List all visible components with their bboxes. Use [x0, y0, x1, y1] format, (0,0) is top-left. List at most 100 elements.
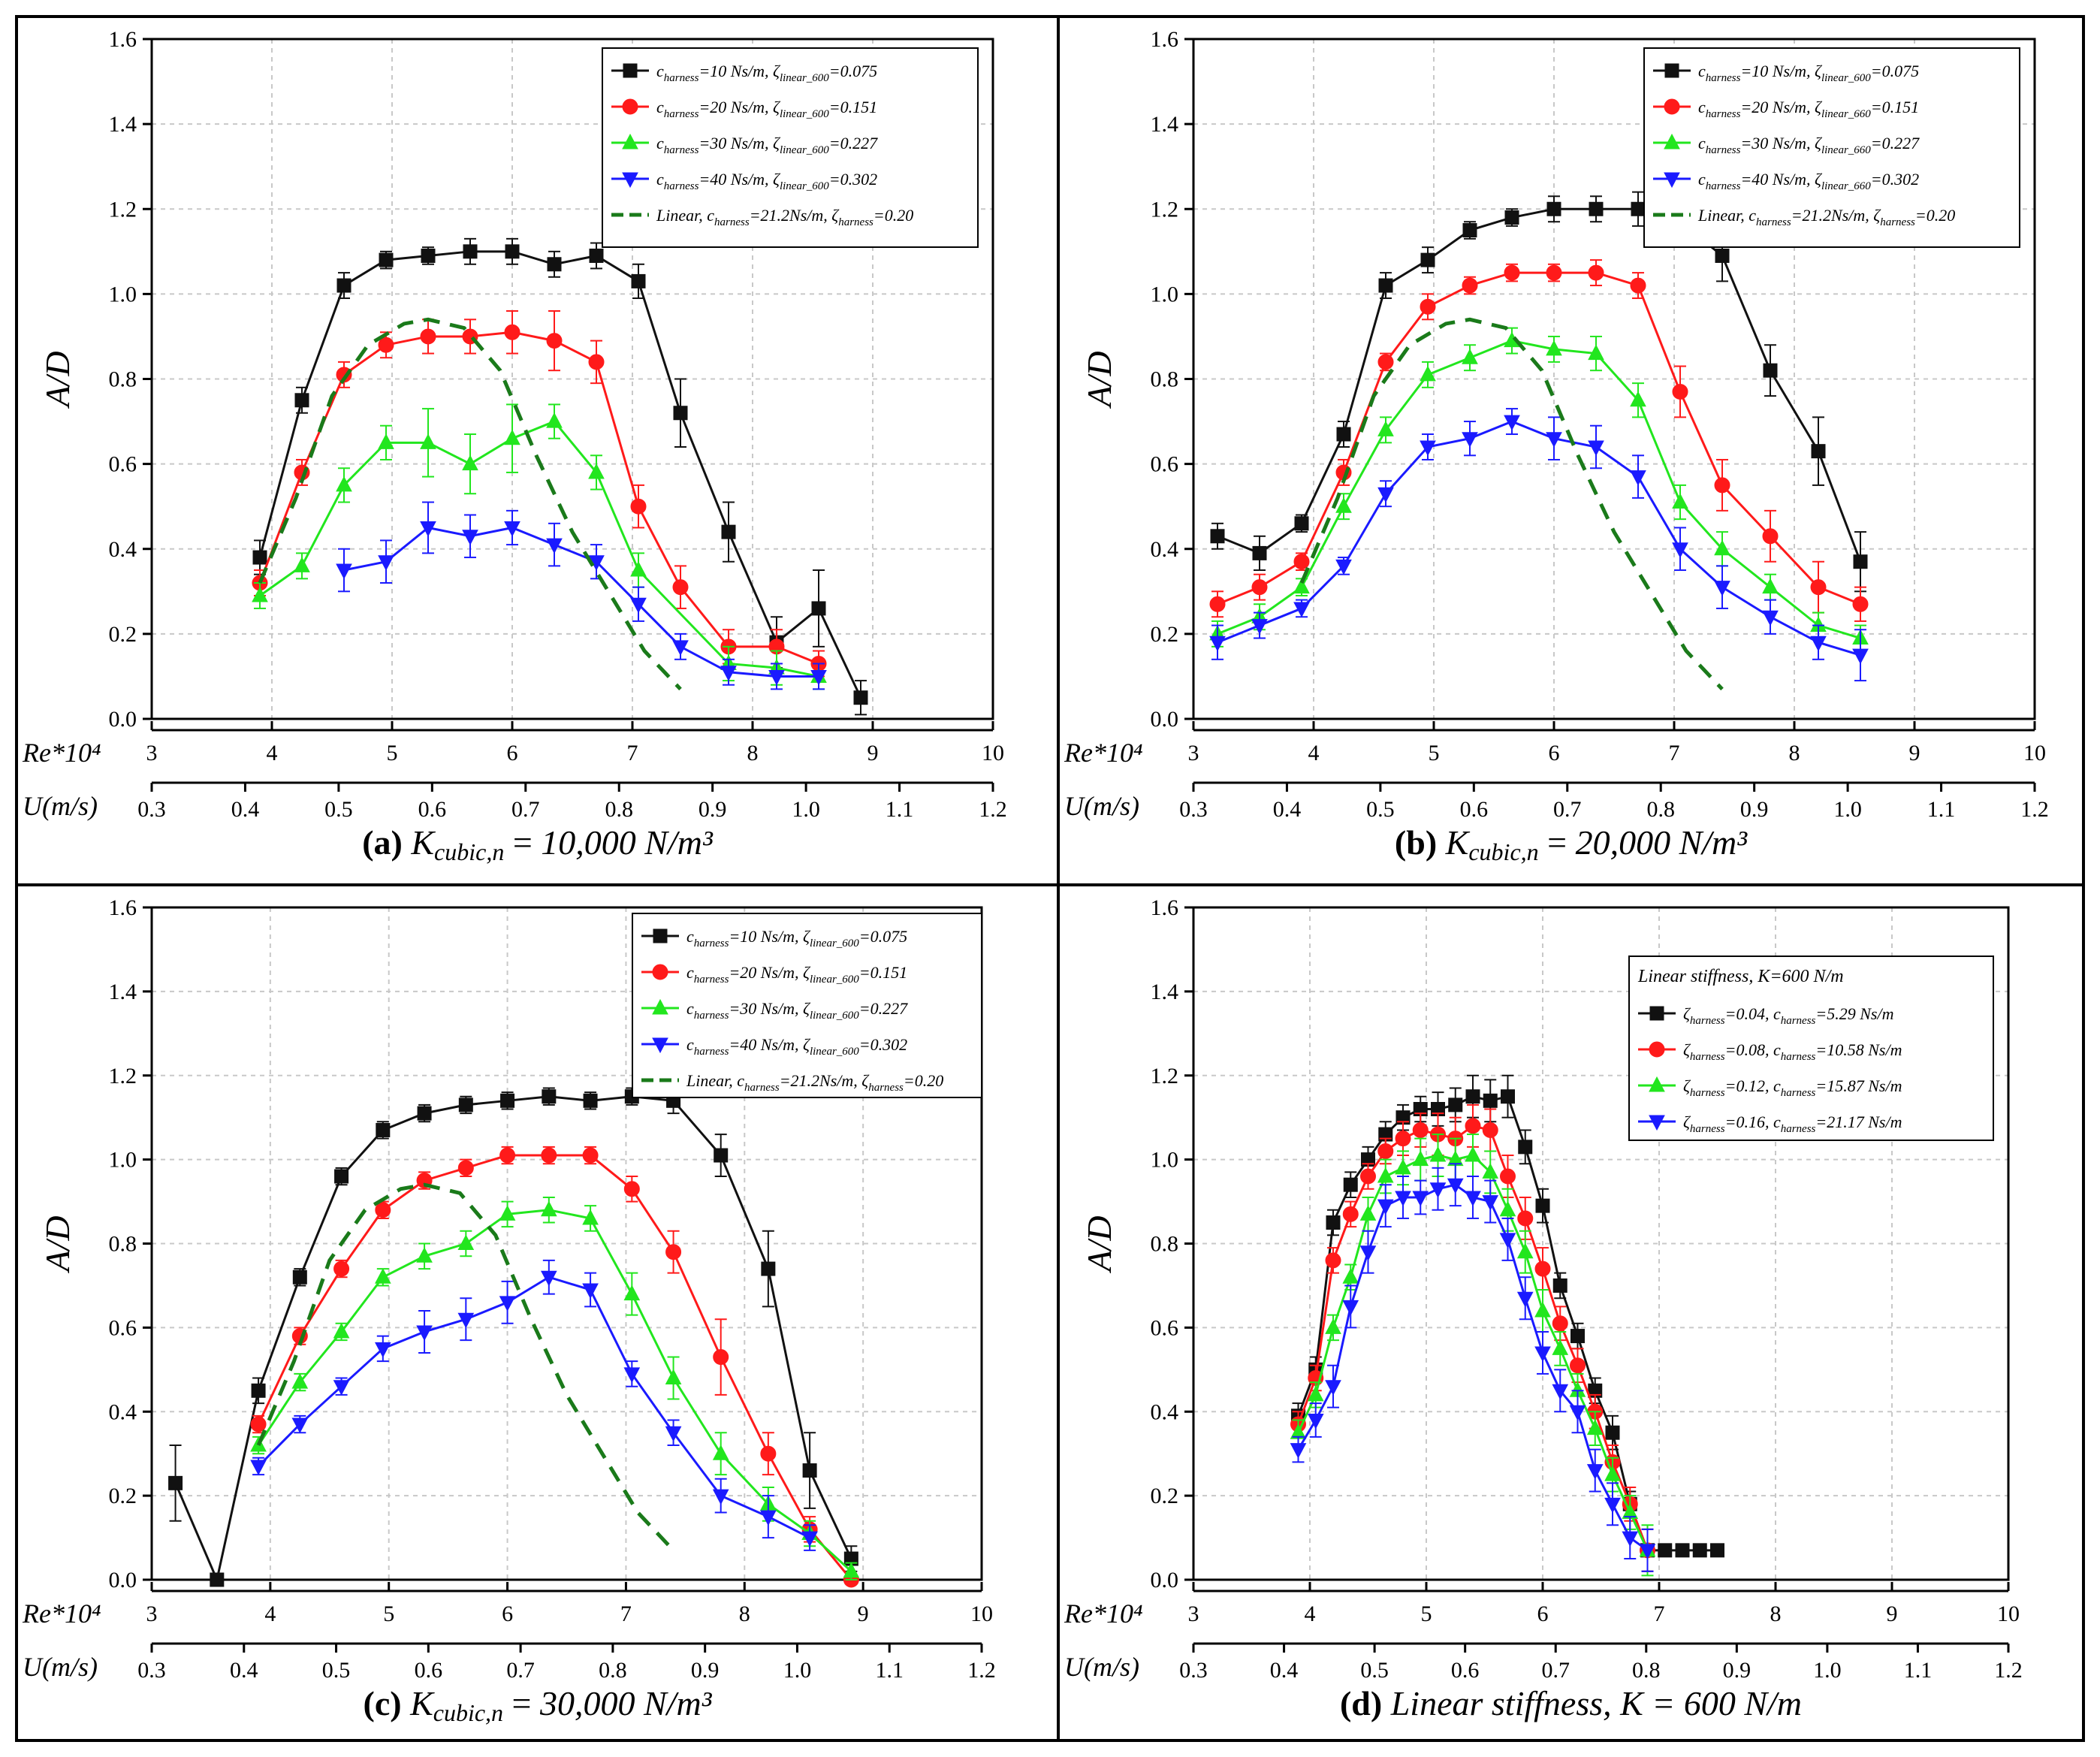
data-point — [250, 1460, 267, 1476]
legend-text-part: , — [1806, 98, 1811, 116]
data-point — [1631, 201, 1646, 216]
legend-text-part: Ns/m — [760, 963, 795, 982]
data-point — [1325, 1252, 1341, 1269]
data-point — [504, 521, 520, 537]
data-point — [623, 1367, 641, 1383]
legend-text-subscript: linear_600 — [780, 108, 829, 120]
u-tick-label: 1.2 — [2020, 797, 2049, 822]
data-point — [420, 521, 436, 537]
re-tick-label: 6 — [1549, 741, 1560, 765]
caption-value: 30,000 N/m³ — [539, 1684, 713, 1722]
data-point — [336, 563, 352, 580]
legend-text-part: 15.87 — [1827, 1076, 1865, 1095]
caption-value: 20,000 N/m³ — [1576, 823, 1748, 862]
legend-text-part: = — [1740, 134, 1752, 152]
data-point — [1395, 1131, 1411, 1147]
legend-text-part: = — [698, 134, 710, 152]
data-point — [1412, 1122, 1429, 1138]
series-line — [258, 250, 862, 699]
u-tick-label: 0.3 — [137, 797, 166, 822]
data-point — [378, 555, 394, 571]
data-point — [336, 278, 352, 293]
data-point — [1325, 1380, 1341, 1396]
data-point — [665, 1244, 682, 1260]
y-tick-label: 0.0 — [109, 707, 137, 732]
legend-text-base: c — [686, 999, 694, 1018]
legend-text-base: c — [686, 927, 694, 946]
legend-text-part: = — [904, 1071, 915, 1090]
re-axis-title: Re*10⁴ — [1064, 738, 1142, 768]
data-point — [760, 1445, 777, 1462]
legend-swatch-marker — [1664, 172, 1680, 189]
panel-caption: (c) Kcubic,n = 30,000 N/m³ — [364, 1684, 713, 1726]
data-point — [1852, 648, 1869, 665]
legend-text-base: c — [656, 98, 664, 116]
data-point — [1630, 470, 1646, 486]
data-point — [1672, 493, 1688, 509]
data-point — [416, 1325, 433, 1342]
data-point — [1325, 1318, 1341, 1334]
legend-text-part: 0.16 — [1736, 1112, 1765, 1131]
series-line — [258, 1275, 810, 1539]
legend-text-part: Ns/m — [1772, 62, 1806, 80]
data-point — [375, 1202, 391, 1218]
series-line — [1217, 271, 1861, 605]
y-tick-label: 0.6 — [109, 452, 137, 477]
chart-panel-d: 0.0 0.2 0.4 0.6 0.8 1.0 1.2 1.4 1.6 3 4 5 6 7 8 9 10 Re*1… — [1064, 895, 2023, 1722]
legend-entry-2: charness​=20 Ns/m, ζlinear_600​=0.151 — [686, 963, 907, 986]
legend-text-part: 0.227 — [870, 999, 909, 1018]
legend-text-part: = — [698, 62, 710, 80]
legend-text-base: c — [1773, 1004, 1781, 1023]
legend-text-part: = — [1725, 1004, 1736, 1023]
legend-entry-5: Linear, charness​=21.2Ns/m, ζharness​=0.… — [686, 1071, 943, 1094]
series-5 — [1299, 317, 1724, 691]
data-point — [630, 498, 647, 515]
legend-text-base: c — [737, 1071, 744, 1090]
legend-text-part: 40 — [740, 1035, 756, 1054]
y-tick-label: 1.0 — [1151, 1148, 1179, 1173]
data-point — [712, 1445, 729, 1460]
legend-text-part: , — [765, 170, 769, 189]
legend-text-part: 40 — [710, 170, 726, 189]
legend-text-part: 0.227 — [1882, 134, 1920, 152]
legend-text-subscript: linear_600 — [810, 1010, 859, 1022]
legend-text-part: = — [1725, 1076, 1736, 1095]
data-point — [1378, 278, 1393, 293]
data-point — [504, 324, 520, 340]
re-tick-label: 8 — [747, 741, 759, 765]
data-point — [457, 1234, 475, 1250]
data-point — [1518, 1140, 1533, 1155]
data-point — [1307, 1385, 1324, 1402]
data-point — [1377, 421, 1394, 436]
y-tick-label: 1.4 — [109, 980, 137, 1004]
y-tick-label: 0.0 — [1151, 1568, 1179, 1592]
data-point — [1853, 554, 1868, 569]
caption-value: Linear stiffness, K = 600 N/m — [1390, 1684, 1802, 1722]
data-point — [1588, 440, 1604, 457]
legend-text-part: Linear — [1697, 206, 1742, 225]
legend-text-part: 0.302 — [1882, 170, 1920, 189]
legend-entry-5: Linear, charness​=21.2Ns/m, ζharness​=0.… — [656, 206, 913, 228]
legend-entry-4: charness​=40 Ns/m, ζlinear_600​=0.302 — [656, 170, 877, 192]
y-tick-label: 0.2 — [1151, 1484, 1179, 1508]
legend-text-part: = — [859, 1035, 870, 1054]
y-tick-label: 0.6 — [1151, 1315, 1179, 1340]
data-point — [294, 557, 310, 572]
legend-text-part: 10.58 — [1827, 1040, 1864, 1059]
legend-swatch-marker — [622, 172, 638, 189]
legend-text-part: , — [795, 963, 799, 982]
data-point — [1462, 349, 1478, 364]
legend-text-part: , — [1765, 1040, 1770, 1059]
legend-text-subscript: linear_660 — [1821, 144, 1871, 156]
legend-swatch-marker — [1664, 98, 1680, 115]
legend-text-base: ζ — [831, 206, 840, 225]
data-point — [1465, 1191, 1481, 1207]
legend-entry-1: charness​=10 Ns/m, ζlinear_600​=0.075 — [686, 927, 907, 949]
re-tick-label: 4 — [267, 741, 278, 765]
legend-text-subscript: harness — [694, 937, 729, 949]
y-tick-label: 1.6 — [1151, 895, 1179, 920]
y-tick-label: 1.6 — [1151, 27, 1179, 52]
legend-text-base: ζ — [1873, 206, 1881, 225]
series-1 — [168, 1087, 858, 1587]
data-point — [1483, 1093, 1498, 1108]
